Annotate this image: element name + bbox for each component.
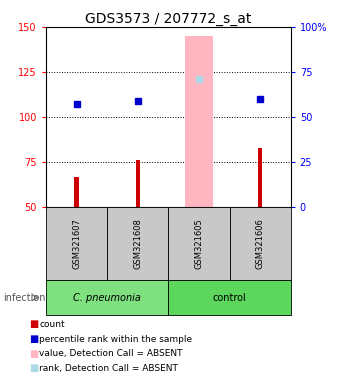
- Text: GSM321606: GSM321606: [256, 218, 265, 269]
- Text: GSM321608: GSM321608: [133, 218, 142, 269]
- Text: C. pneumonia: C. pneumonia: [73, 293, 141, 303]
- Bar: [258, 148, 262, 207]
- Text: infection: infection: [3, 293, 46, 303]
- Text: value, Detection Call = ABSENT: value, Detection Call = ABSENT: [39, 349, 183, 358]
- Title: GDS3573 / 207772_s_at: GDS3573 / 207772_s_at: [85, 12, 252, 26]
- Text: control: control: [212, 293, 246, 303]
- Bar: [74, 177, 79, 207]
- Text: ■: ■: [29, 319, 38, 329]
- Text: ■: ■: [29, 334, 38, 344]
- Text: GSM321607: GSM321607: [72, 218, 81, 269]
- Text: GSM321605: GSM321605: [194, 218, 203, 269]
- Text: percentile rank within the sample: percentile rank within the sample: [39, 334, 192, 344]
- Text: count: count: [39, 320, 65, 329]
- Text: rank, Detection Call = ABSENT: rank, Detection Call = ABSENT: [39, 364, 178, 373]
- Bar: [185, 36, 213, 207]
- Text: ■: ■: [29, 363, 38, 373]
- Bar: [136, 161, 140, 207]
- Text: ■: ■: [29, 349, 38, 359]
